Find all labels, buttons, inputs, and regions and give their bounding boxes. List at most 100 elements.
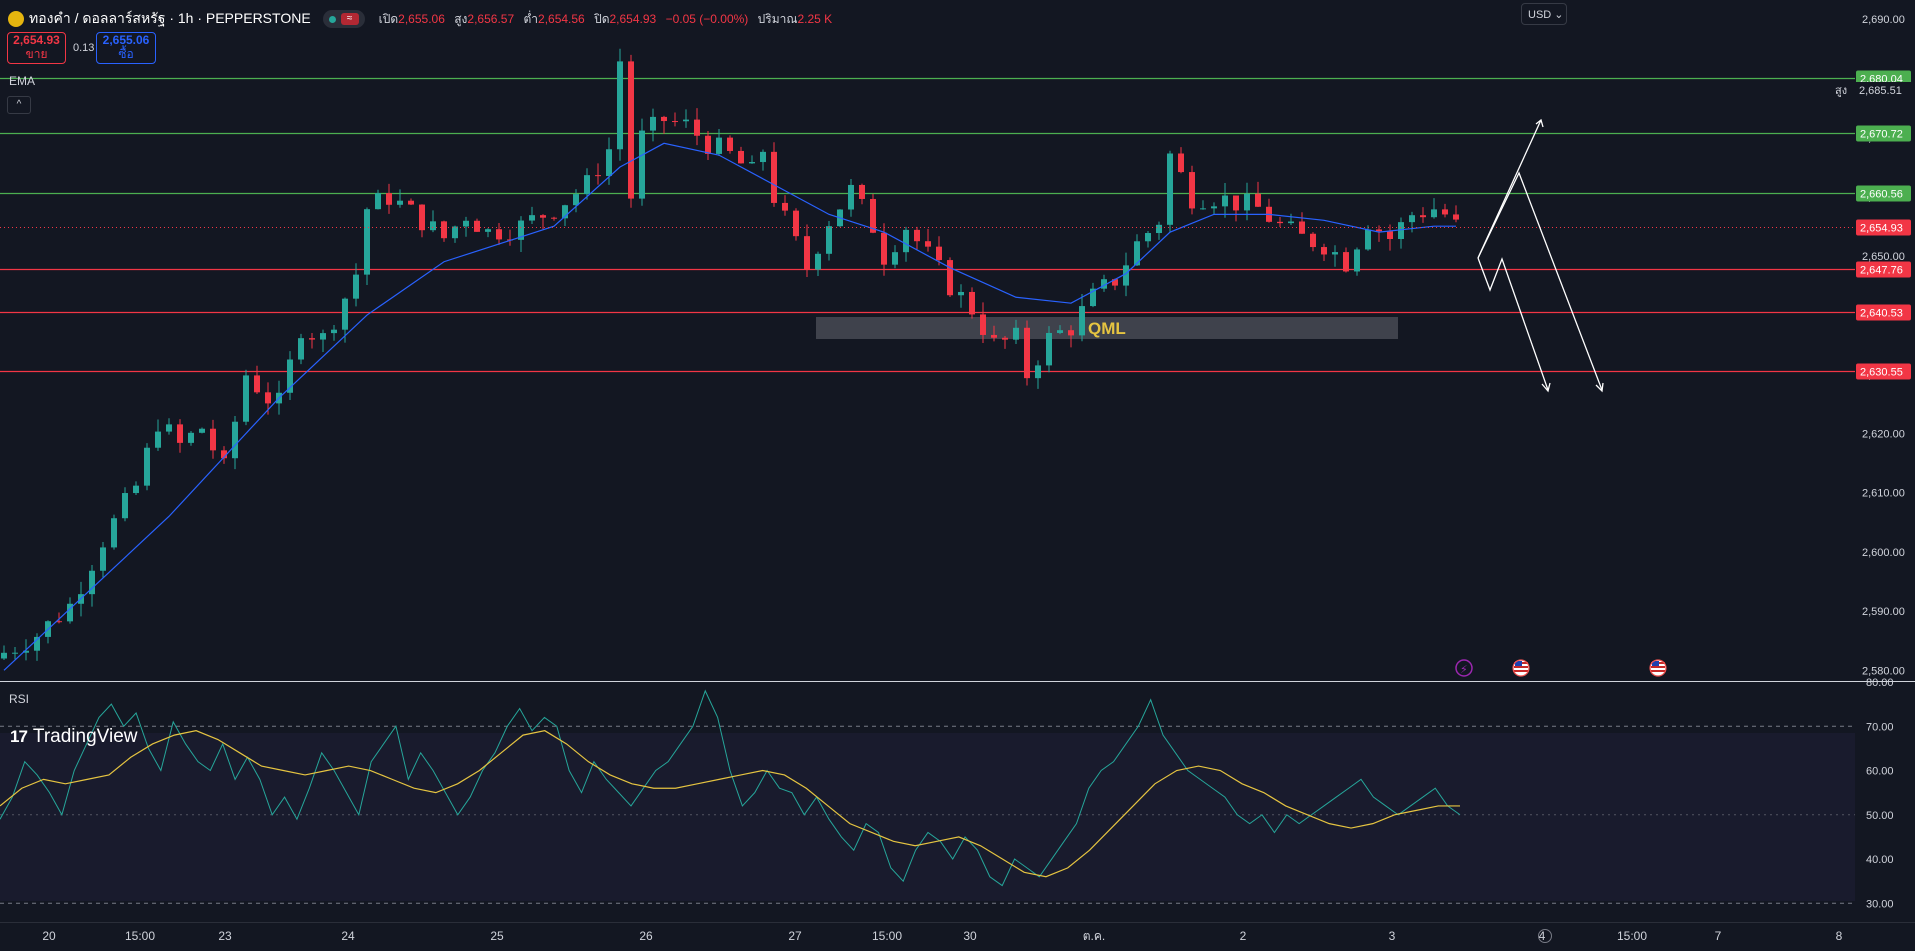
candle-body [1376,229,1382,232]
candle-body [1244,193,1250,211]
rsi-line [0,689,1461,887]
tradingview-logo[interactable]: 17 TradingView [10,726,137,748]
level-price-tag [1856,363,1911,380]
price-tick-label: 2,590.00 [1862,606,1905,618]
ohlc-values: เปิด2,655.06 สูง2,656.57 ต่ำ2,654.56 ปิด… [379,10,833,29]
market-status-pill[interactable]: ≈ [322,10,365,28]
candle-body [936,246,942,261]
time-tick-label: 3 [1389,929,1396,943]
rsi-tick-label: 80.00 [1866,677,1894,689]
candle-body [1442,209,1448,215]
time-tick-label: 24 [341,929,355,943]
candle-body [331,329,337,334]
event-markers[interactable]: ⚡ [1455,659,1667,677]
candle-body [1145,233,1151,242]
candle-body [694,119,700,136]
candle-body [122,493,128,519]
candle-body [958,291,964,296]
volume-value: 2.25 K [797,11,833,26]
rsi-ma-line [0,730,1460,878]
rsi-tick-label: 60.00 [1866,766,1894,778]
candle-body [540,215,546,218]
sell-price: 2,654.93 [13,33,60,47]
ema-indicator-label[interactable]: EMA [9,74,36,88]
candle-body [375,193,381,210]
candle-body [199,428,205,433]
projection-down-arrow-2[interactable] [1477,171,1603,391]
level-price-text: 2,647.76 [1860,265,1903,277]
currency-selector[interactable]: USD ⌄ [1521,3,1567,25]
candle-body [1343,252,1349,272]
candle-body [1123,265,1129,286]
candle-body [364,209,370,275]
candle-body [848,184,854,210]
candle-body [749,162,755,164]
candle-body [1167,153,1173,225]
high-marker-label: สูง [1835,85,1847,97]
tradingview-logo-mark: 17 [10,727,28,746]
candle-body [1321,247,1327,255]
candle-body [463,220,469,227]
level-price-tag [1856,304,1911,321]
qml-zone [816,317,1398,339]
projection-down-arrowhead-1 [1541,382,1551,393]
projection-arrows[interactable] [1477,118,1604,393]
time-tick-label: 15:00 [1617,929,1647,943]
settings-gear-icon[interactable] [1538,929,1552,943]
symbol-header: ทองคำ / ดอลลาร์สหรัฐ · 1h · PEPPERSTONE … [8,8,832,30]
volume-label: ปริมาณ [757,11,798,26]
price-tick-label: 2,690.00 [1862,14,1905,26]
rsi-tick-label: 50.00 [1866,810,1894,822]
candle-body [1420,215,1426,218]
high-marker-value: 2,685.51 [1859,85,1902,97]
buy-price: 2,655.06 [102,33,150,47]
symbol-title[interactable]: ทองคำ / ดอลลาร์สหรัฐ · 1h · PEPPERSTONE [29,10,311,26]
candle-body [683,119,689,122]
candle-body [1101,279,1107,289]
candle-body [221,450,227,459]
us-flag-event-icon[interactable] [1512,659,1530,677]
time-tick-label: 2 [1240,929,1247,943]
candle-body [485,229,491,232]
candle-body [584,175,590,195]
time-tick-label: 7 [1715,929,1722,943]
horizontal-levels[interactable] [0,77,1855,373]
candle-body [738,150,744,164]
level-price-text: 2,640.53 [1860,308,1903,320]
sell-label: ขาย [25,47,48,61]
time-tick-label: 15:00 [125,929,155,943]
us-flag-event-icon[interactable] [1649,659,1667,677]
candle-body [419,204,425,231]
candle-body [144,447,150,486]
candle-body [287,359,293,393]
rsi-pane[interactable] [0,725,1855,904]
open-label: เปิด [378,11,399,26]
candle-body [1453,214,1459,220]
rsi-band [0,733,1855,901]
lightning-event-icon[interactable] [1455,659,1473,677]
projection-down-arrow-1[interactable] [1477,257,1549,391]
high-label: สูง [454,11,468,26]
collapse-icon[interactable]: ^ [7,96,31,114]
sell-button[interactable]: 2,654.93 ขาย [7,32,66,64]
candle-body [705,135,711,154]
current-price-text: 2,654.93 [1860,223,1903,235]
candlesticks [1,48,1459,661]
wave-icon: ≈ [340,13,359,25]
time-tick-label: 30 [963,929,977,943]
candle-body [914,229,920,242]
price-tick-label: 2,650.00 [1862,251,1905,263]
price-tick-label: 2,600.00 [1862,547,1905,559]
candle-body [782,202,788,211]
rsi-axis[interactable]: 80.00 70.00 60.00 50.00 40.00 30.00 [1866,677,1894,910]
candle-body [67,603,73,622]
tradingview-wordmark: TradingView [32,726,138,747]
candle-body [1057,330,1063,333]
candle-body [980,314,986,335]
candle-body [232,421,238,459]
candle-body [408,200,414,205]
buy-button[interactable]: 2,655.06 ซื้อ [96,32,156,64]
rsi-indicator-label[interactable]: RSI [9,692,30,706]
rsi-tick-label: 30.00 [1866,898,1894,910]
